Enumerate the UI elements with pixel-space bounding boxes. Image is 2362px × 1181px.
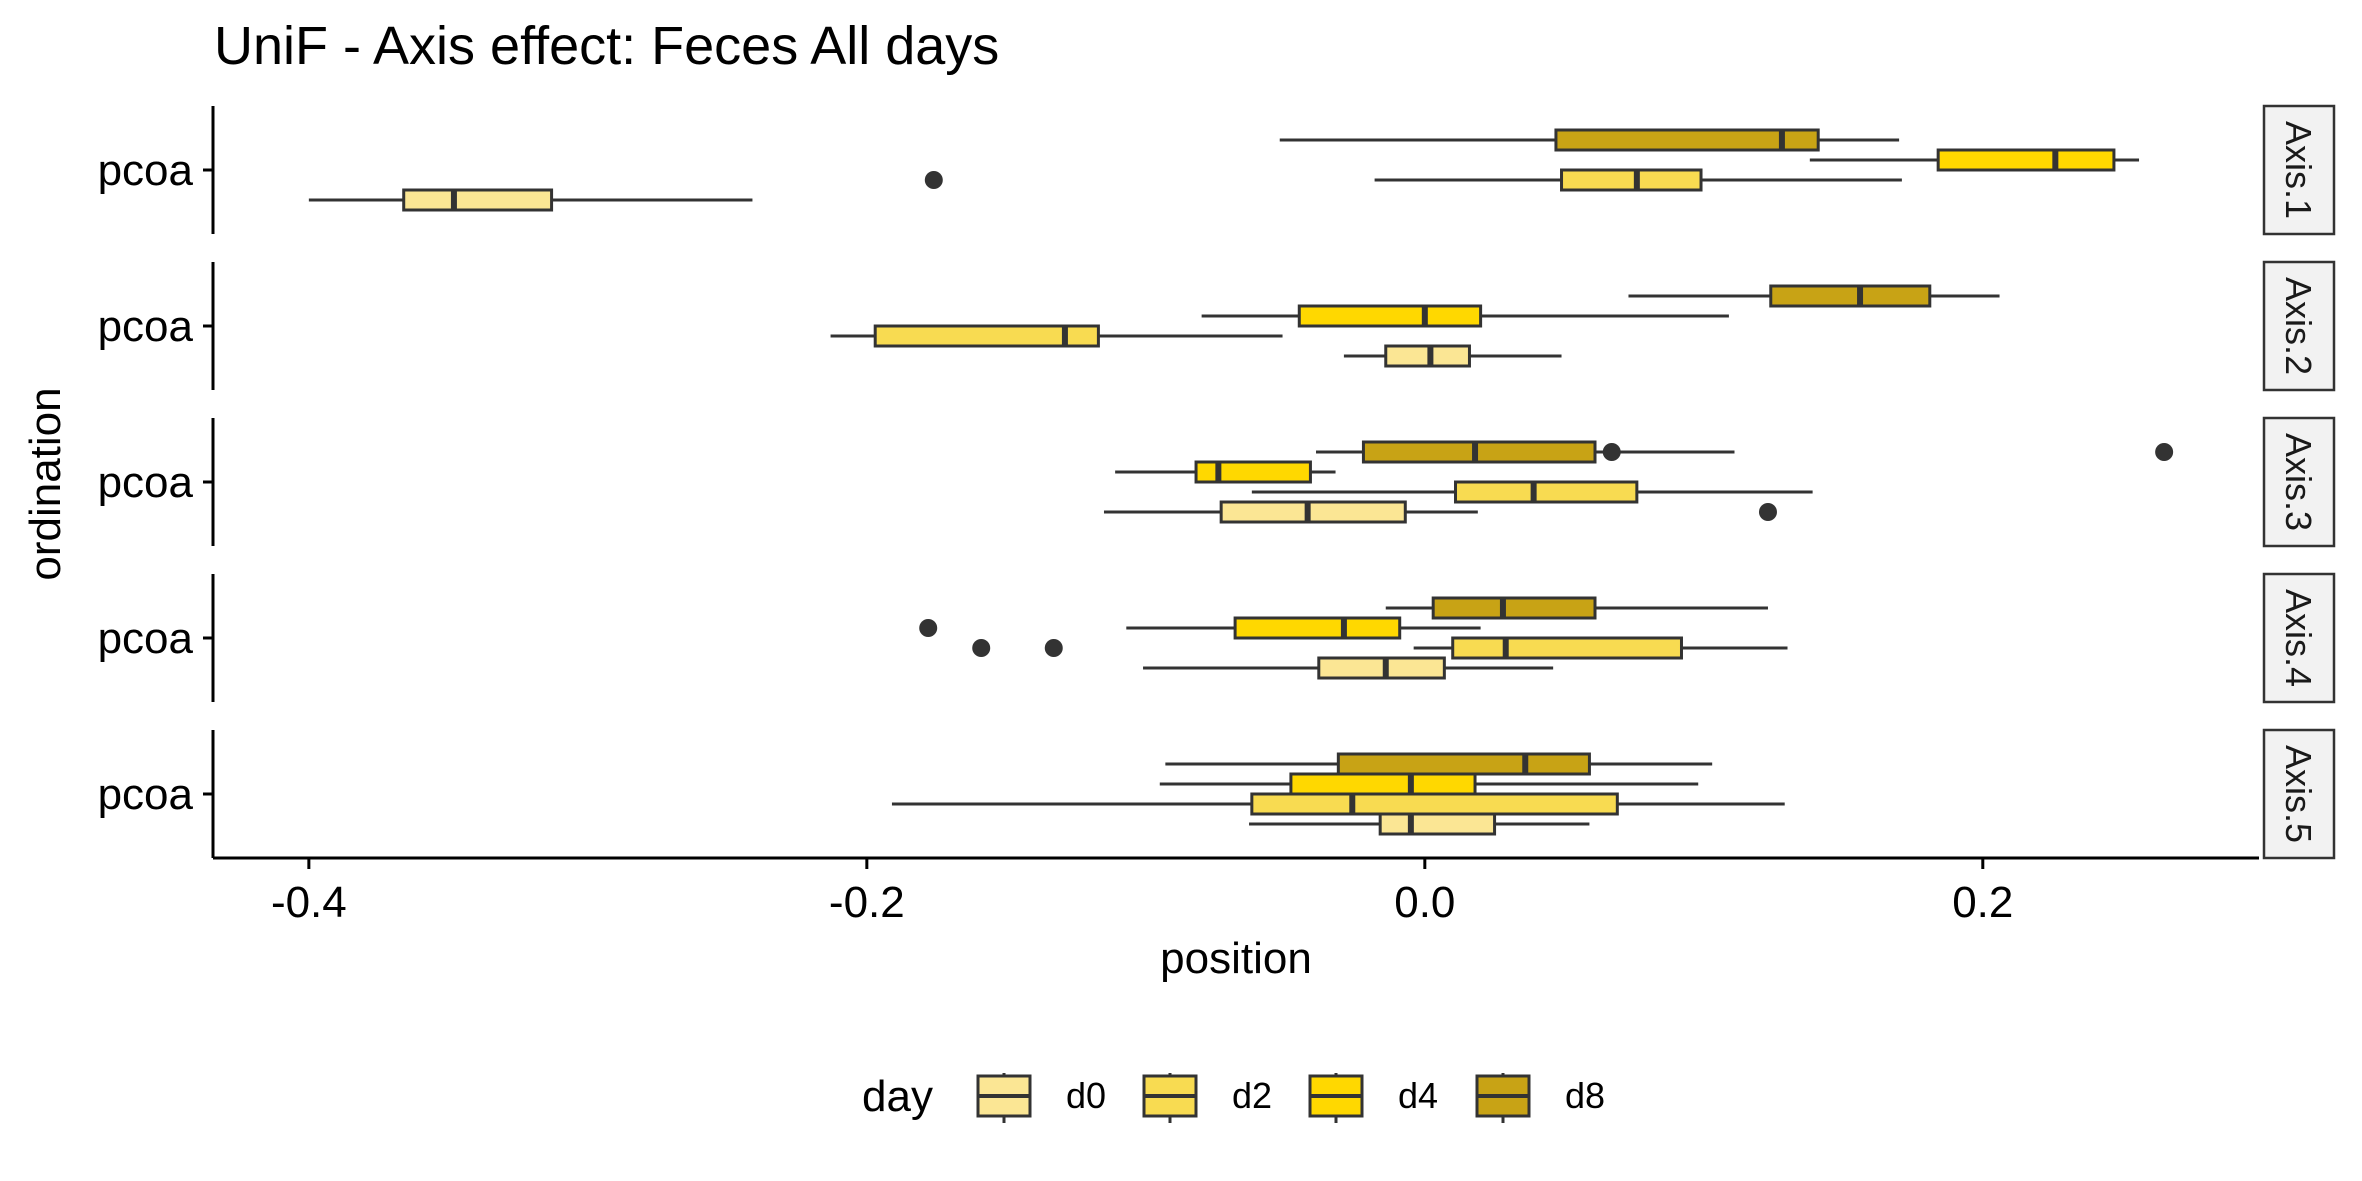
- legend-label: d0: [1066, 1075, 1106, 1116]
- box-d2: [891, 792, 1785, 816]
- legend-title: day: [862, 1072, 933, 1121]
- facet-strip-label: Axis.1: [2278, 121, 2319, 219]
- facet-strip: [2262, 572, 2336, 704]
- box-d0: [1343, 344, 1562, 368]
- box-d8: [1628, 284, 2000, 308]
- x-tick-label: 0.0: [1394, 878, 1455, 927]
- box-iqr: [1336, 752, 1591, 776]
- box-d8: [1316, 440, 2174, 464]
- box-d8: [1165, 752, 1713, 776]
- box-iqr: [1289, 772, 1477, 796]
- facet-strip: [2262, 260, 2336, 392]
- y-tick-label: pcoa: [98, 302, 194, 351]
- box-iqr: [1936, 148, 2116, 172]
- legend-item-d4: d4: [1308, 1073, 1438, 1123]
- facet-strip: [2262, 728, 2336, 860]
- legend-item-d0: d0: [976, 1073, 1106, 1123]
- box-d8: [1279, 128, 1900, 152]
- x-tick-label: 0.2: [1952, 878, 2013, 927]
- y-tick-label: pcoa: [98, 458, 194, 507]
- box-iqr: [1560, 168, 1703, 192]
- box-d4: [1159, 772, 1699, 796]
- box-iqr: [1431, 596, 1597, 620]
- box-iqr: [1554, 128, 1820, 152]
- x-tick-label: -0.2: [829, 878, 905, 927]
- box-iqr: [1297, 304, 1483, 328]
- facet-panels: pcoa Axis.1 pcoa Axis.2 pcoa Axis.3 pcoa Axis.4…: [98, 104, 2336, 860]
- box-d2: [1251, 480, 1813, 504]
- outlier-point: [924, 171, 943, 189]
- y-tick-label: pcoa: [98, 146, 194, 195]
- box-d4: [1201, 304, 1729, 328]
- legend-label: d2: [1232, 1075, 1272, 1116]
- box-iqr: [873, 324, 1100, 348]
- box-d0: [308, 188, 753, 212]
- x-axis-ticks: -0.4 -0.2 0.0 0.2: [271, 858, 2013, 927]
- outlier-point: [2155, 443, 2174, 461]
- box-d0: [1103, 500, 1777, 524]
- box-d2: [924, 168, 1902, 192]
- legend-item-d8: d8: [1475, 1073, 1605, 1123]
- outlier-point: [1044, 639, 1063, 657]
- box-d4: [919, 616, 1481, 640]
- facet-strip-label: Axis.5: [2278, 745, 2319, 843]
- outlier-point: [972, 639, 991, 657]
- box-iqr: [1317, 656, 1446, 680]
- box-d0: [1143, 656, 1554, 680]
- facet-strip: [2262, 416, 2336, 548]
- box-iqr: [402, 188, 554, 212]
- facet-panel: pcoa Axis.1: [98, 104, 2336, 236]
- box-d8: [1385, 596, 1768, 620]
- legend-item-d2: d2: [1142, 1073, 1272, 1123]
- legend-label: d4: [1398, 1075, 1438, 1116]
- facet-strip-label: Axis.4: [2278, 589, 2319, 687]
- box-iqr: [1361, 440, 1597, 464]
- outlier-point: [1602, 443, 1621, 461]
- box-iqr: [1769, 284, 1932, 308]
- y-tick-label: pcoa: [98, 770, 194, 819]
- outlier-point: [919, 619, 938, 637]
- facet-panel: pcoa Axis.5: [98, 728, 2336, 860]
- box-d4: [1809, 148, 2140, 172]
- box-d4: [1115, 460, 1336, 484]
- legend-label: d8: [1565, 1075, 1605, 1116]
- box-d2: [830, 324, 1283, 348]
- facet-strip-label: Axis.3: [2278, 433, 2319, 531]
- y-tick-label: pcoa: [98, 614, 194, 663]
- y-axis-title: ordination: [21, 387, 70, 580]
- box-iqr: [1219, 500, 1407, 524]
- box-d0: [1249, 812, 1590, 836]
- x-tick-label: -0.4: [271, 878, 347, 927]
- box-iqr: [1454, 480, 1639, 504]
- facet-strip: [2262, 104, 2336, 236]
- facet-strip-label: Axis.2: [2278, 277, 2319, 375]
- chart-title: UniF - Axis effect: Feces All days: [214, 16, 999, 76]
- x-axis-title: position: [1160, 934, 1312, 983]
- box-iqr: [1451, 636, 1683, 660]
- box-iqr: [1194, 460, 1312, 484]
- outlier-point: [1758, 503, 1777, 521]
- facet-panel: pcoa Axis.3: [98, 416, 2336, 548]
- box-d2: [972, 636, 1788, 660]
- box-iqr: [1378, 812, 1497, 836]
- box-iqr: [1233, 616, 1402, 640]
- legend: day d0 d2 d4 d8: [862, 1072, 1605, 1123]
- facet-panel: pcoa Axis.4: [98, 572, 2336, 704]
- box-iqr: [1250, 792, 1619, 816]
- facet-panel: pcoa Axis.2: [98, 260, 2336, 392]
